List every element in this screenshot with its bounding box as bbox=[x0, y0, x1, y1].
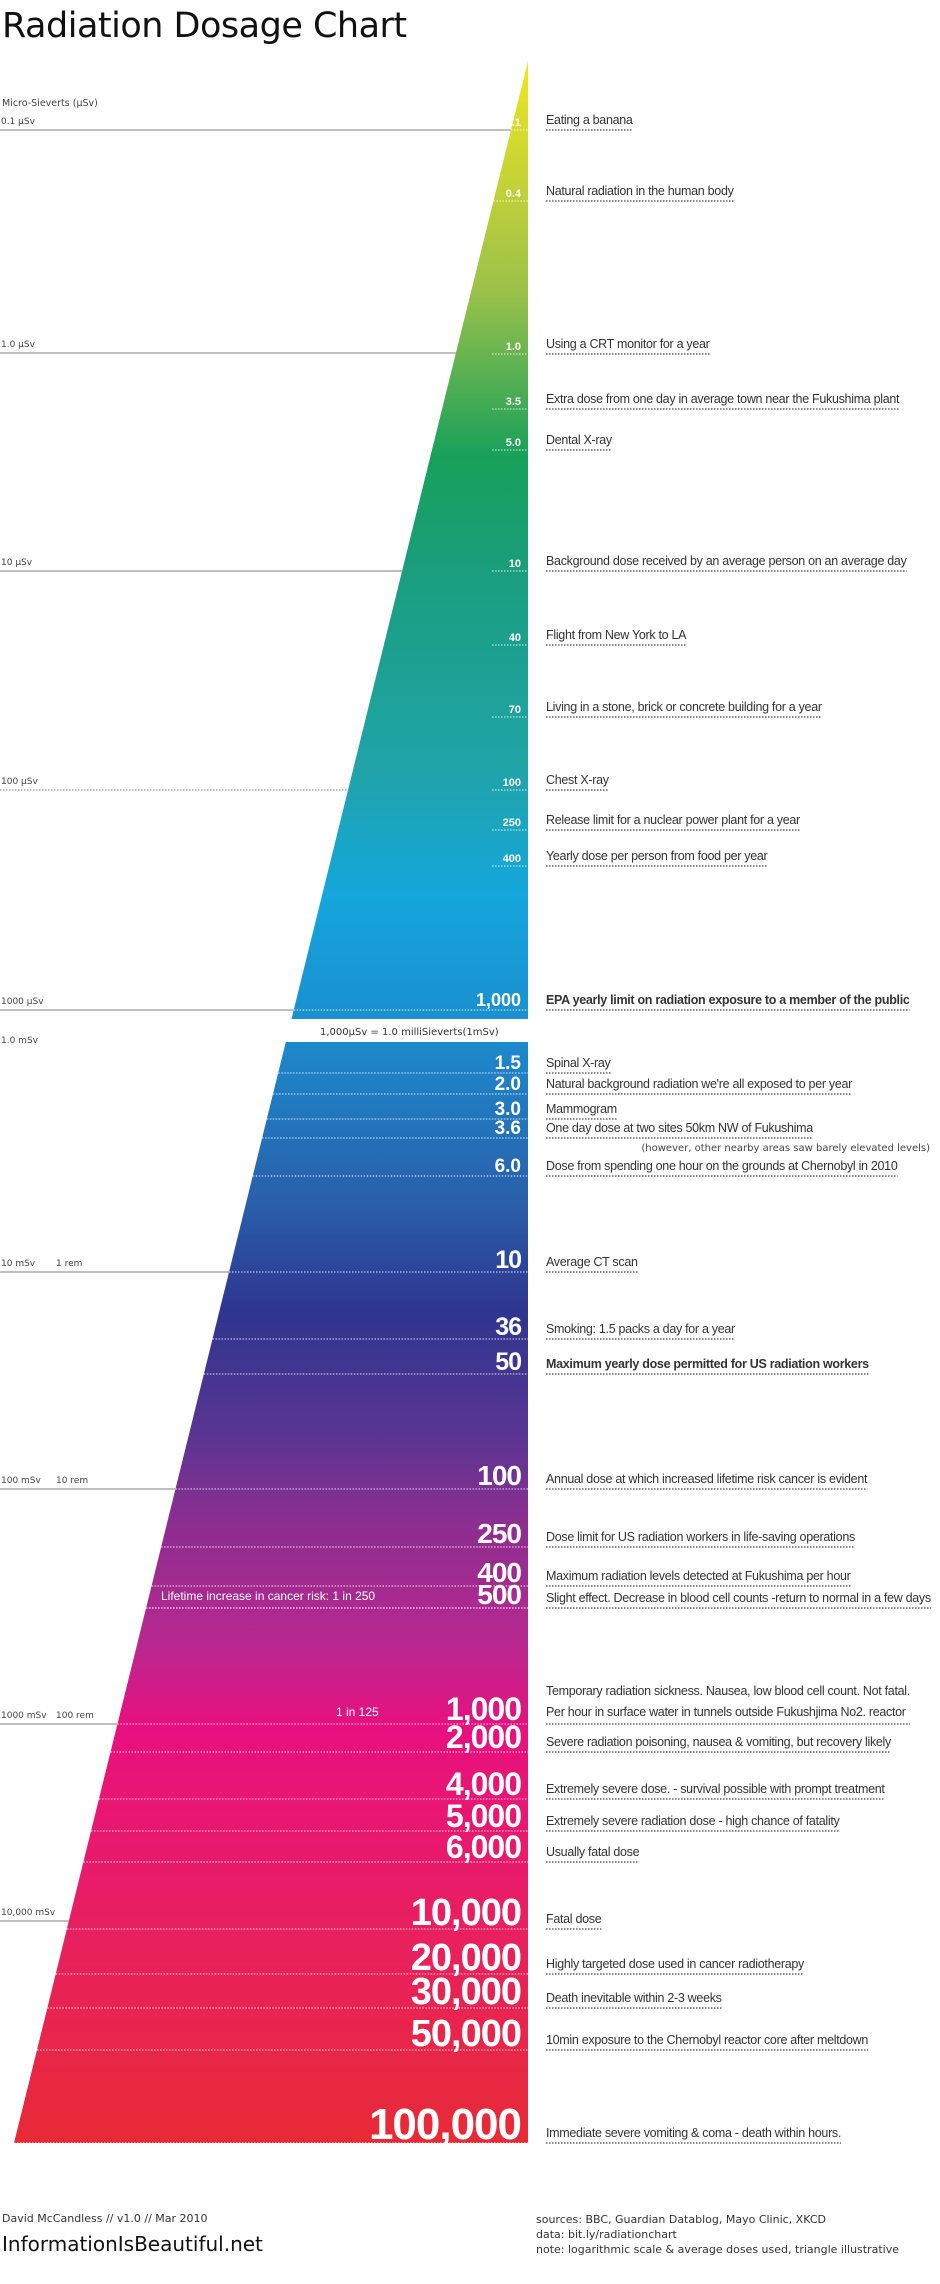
conversion-note: 1,000µSv = 1.0 milliSieverts(1mSv) bbox=[320, 1027, 499, 1038]
rem-label: 10 rem bbox=[56, 1476, 88, 1486]
axis-label: 1.0 mSv bbox=[1, 1036, 39, 1046]
dose-description: Smoking: 1.5 packs a day for a year bbox=[546, 1322, 735, 1336]
axis-label: 10 mSv bbox=[1, 1259, 36, 1269]
dose-value: 3.0 bbox=[495, 1099, 521, 1120]
dose-value: 20,000 bbox=[411, 1937, 521, 1979]
dose-value: .1 bbox=[512, 117, 521, 129]
axis-label: 10 µSv bbox=[1, 558, 33, 568]
axis-label: 10,000 mSv bbox=[1, 1908, 56, 1918]
dose-value: 5.0 bbox=[506, 437, 521, 449]
dose-triangle bbox=[14, 61, 528, 2143]
dose-description: Average CT scan bbox=[546, 1255, 638, 1269]
dose-description: Release limit for a nuclear power plant … bbox=[546, 813, 800, 827]
dose-value: 400 bbox=[503, 853, 521, 865]
dose-value: 3.5 bbox=[506, 396, 521, 408]
dose-description: Flight from New York to LA bbox=[546, 628, 687, 642]
dose-description: Dose limit for US radiation workers in l… bbox=[546, 1530, 855, 1544]
dose-description: Spinal X-ray bbox=[546, 1056, 612, 1070]
unit-label: Micro-Sieverts (µSv) bbox=[2, 98, 98, 109]
dose-description: Mammogram bbox=[546, 1102, 617, 1116]
dose-description: Dental X-ray bbox=[546, 433, 613, 447]
dose-value: 10 bbox=[495, 1246, 521, 1274]
dose-value: 100 bbox=[503, 777, 521, 789]
dose-description: One day dose at two sites 50km NW of Fuk… bbox=[546, 1121, 813, 1135]
dose-description: Living in a stone, brick or concrete bui… bbox=[546, 700, 822, 714]
axis-label: 100 mSv bbox=[1, 1476, 42, 1486]
dose-value: 40 bbox=[509, 632, 521, 644]
triangle-upper-section bbox=[291, 61, 528, 1019]
cancer-risk-label: 1 in 125 bbox=[336, 1705, 379, 1719]
dose-value: 5,000 bbox=[446, 1798, 521, 1834]
dose-description: Eating a banana bbox=[546, 113, 633, 127]
dose-description: Immediate severe vomiting & coma - death… bbox=[546, 2126, 841, 2140]
axis-label: 100 µSv bbox=[1, 777, 38, 787]
dose-value: 6,000 bbox=[446, 1829, 521, 1865]
site-logo: InformationIsBeautiful.net bbox=[2, 2232, 263, 2256]
note: note: logarithmic scale & average doses … bbox=[536, 2243, 899, 2256]
rem-label: 100 rem bbox=[56, 1711, 94, 1721]
dose-description: Chest X-ray bbox=[546, 773, 610, 787]
dose-value: 50 bbox=[495, 1348, 521, 1376]
dose-description: Yearly dose per person from food per yea… bbox=[546, 849, 768, 863]
axis-label: 0.1 µSv bbox=[1, 117, 36, 127]
triangle-lower-section bbox=[14, 1042, 528, 2143]
dose-value: 0.4 bbox=[506, 188, 522, 200]
dose-value: 3.6 bbox=[495, 1118, 521, 1139]
credit: David McCandless // v1.0 // Mar 2010 bbox=[2, 2212, 208, 2225]
dose-value: 36 bbox=[495, 1313, 521, 1341]
dose-value: 500 bbox=[477, 1579, 521, 1610]
dose-value: 10 bbox=[509, 558, 521, 570]
dose-description: Slight effect. Decrease in blood cell co… bbox=[546, 1591, 931, 1605]
dose-description: Death inevitable within 2-3 weeks bbox=[546, 1991, 722, 2005]
dose-description: Fatal dose bbox=[546, 1912, 602, 1926]
axis-label: 1.0 µSv bbox=[1, 340, 36, 350]
sources: sources: BBC, Guardian Datablog, Mayo Cl… bbox=[536, 2213, 826, 2226]
dose-value: 10,000 bbox=[411, 1892, 521, 1934]
dose-value: 2.0 bbox=[495, 1074, 521, 1095]
dose-value: 4,000 bbox=[446, 1766, 521, 1802]
dose-value: 1,000 bbox=[446, 1691, 521, 1727]
dose-description: Extremely severe dose. - survival possib… bbox=[546, 1782, 885, 1796]
dose-description: Annual dose at which increased lifetime … bbox=[546, 1472, 868, 1486]
dose-description: Natural background radiation we're all e… bbox=[546, 1077, 852, 1091]
dose-description: Maximum yearly dose permitted for US rad… bbox=[546, 1357, 869, 1371]
dose-description-line2: Per hour in surface water in tunnels out… bbox=[546, 1705, 906, 1719]
dose-value: 250 bbox=[477, 1518, 521, 1549]
dose-description: Maximum radiation levels detected at Fuk… bbox=[546, 1569, 851, 1583]
dose-value: 400 bbox=[477, 1557, 521, 1588]
dose-description: Dose from spending one hour on the groun… bbox=[546, 1159, 898, 1173]
sources-notes: sources: BBC, Guardian Datablog, Mayo Cl… bbox=[536, 2212, 899, 2257]
rem-label: 1 rem bbox=[56, 1259, 82, 1269]
dose-value: 250 bbox=[503, 817, 521, 829]
dose-value: 1,000 bbox=[476, 990, 521, 1010]
dose-note: (however, other nearby areas saw barely … bbox=[641, 1143, 930, 1154]
dose-description: Temporary radiation sickness. Nausea, lo… bbox=[546, 1684, 910, 1698]
dose-description: Using a CRT monitor for a year bbox=[546, 337, 710, 351]
dose-value: 1.5 bbox=[495, 1053, 522, 1074]
dose-description: Highly targeted dose used in cancer radi… bbox=[546, 1957, 805, 1971]
data-link[interactable]: data: bit.ly/radiationchart bbox=[536, 2228, 677, 2241]
dose-value: 1.0 bbox=[506, 341, 521, 353]
dose-description: EPA yearly limit on radiation exposure t… bbox=[546, 993, 910, 1007]
dose-description: 10min exposure to the Chernobyl reactor … bbox=[546, 2033, 868, 2047]
dose-description: Severe radiation poisoning, nausea & vom… bbox=[546, 1735, 892, 1749]
page-title: Radiation Dosage Chart bbox=[2, 6, 407, 46]
dose-value: 6.0 bbox=[495, 1156, 521, 1177]
dose-description: Extremely severe radiation dose - high c… bbox=[546, 1814, 841, 1828]
axis-label: 1000 µSv bbox=[1, 997, 44, 1007]
dose-value: 100 bbox=[477, 1460, 521, 1491]
dose-description: Usually fatal dose bbox=[546, 1845, 640, 1859]
dose-value: 2,000 bbox=[446, 1719, 521, 1755]
axis-label: 1000 mSv bbox=[1, 1711, 47, 1721]
dose-value: 50,000 bbox=[411, 2013, 521, 2055]
dose-value: 70 bbox=[509, 704, 521, 716]
cancer-risk-label: Lifetime increase in cancer risk: 1 in 2… bbox=[161, 1589, 375, 1603]
dose-value: 100,000 bbox=[369, 2100, 521, 2149]
dose-description: Natural radiation in the human body bbox=[546, 184, 735, 198]
dose-value: 30,000 bbox=[411, 1971, 521, 2013]
dose-description: Background dose received by an average p… bbox=[546, 554, 908, 568]
dose-description: Extra dose from one day in average town … bbox=[546, 392, 900, 406]
